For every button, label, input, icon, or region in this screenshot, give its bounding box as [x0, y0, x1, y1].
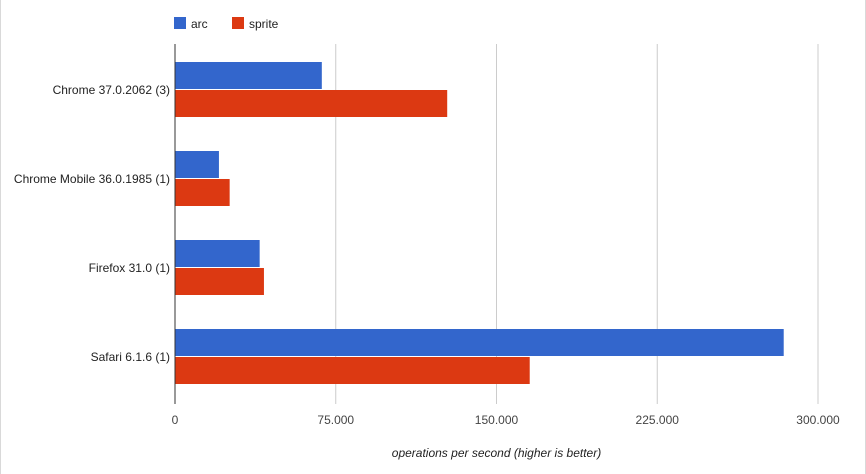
x-tick-label: 300.000: [796, 413, 840, 427]
bar-sprite: [175, 90, 448, 117]
x-tick-labels: 0 75.000 150.000 225.000 300.000: [172, 413, 840, 427]
x-tick-label: 150.000: [475, 413, 519, 427]
category-label: Safari 6.1.6 (1): [91, 350, 170, 364]
category-label: Firefox 31.0 (1): [89, 261, 170, 275]
category-label: Chrome Mobile 36.0.1985 (1): [14, 172, 170, 186]
legend-label-sprite: sprite: [249, 17, 279, 31]
legend-swatch-sprite: [232, 17, 244, 29]
legend: arc sprite: [174, 17, 279, 31]
x-tick-label: 225.000: [636, 413, 680, 427]
bar-sprite: [175, 268, 264, 295]
x-axis-title: operations per second (higher is better): [392, 446, 601, 460]
bar-arc: [175, 240, 260, 267]
category-label: Chrome 37.0.2062 (3): [53, 83, 170, 97]
bar-arc: [175, 62, 322, 89]
bar-sprite: [175, 357, 530, 384]
bar-sprite: [175, 179, 230, 206]
legend-label-arc: arc: [191, 17, 208, 31]
x-tick-label: 0: [172, 413, 179, 427]
bar-arc: [175, 151, 219, 178]
bar-arc: [175, 329, 784, 356]
legend-swatch-arc: [174, 17, 186, 29]
bars: [175, 62, 784, 384]
x-tick-label: 75.000: [317, 413, 354, 427]
category-labels: Chrome 37.0.2062 (3) Chrome Mobile 36.0.1…: [14, 83, 170, 364]
